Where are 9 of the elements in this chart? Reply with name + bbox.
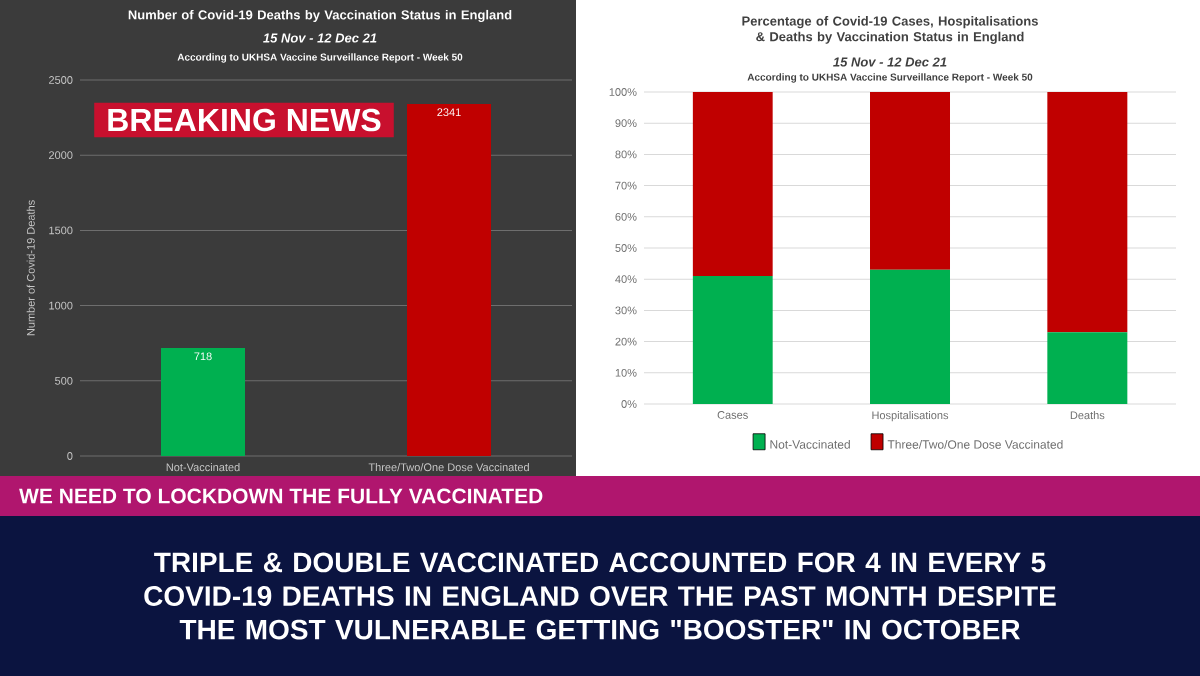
bar <box>870 269 951 404</box>
text: WE NEED TO LOCKDOWN THE FULLY VACCINATED <box>19 488 543 504</box>
bar <box>692 92 773 277</box>
bar <box>870 92 951 270</box>
bar <box>1047 332 1128 404</box>
bar <box>692 276 773 404</box>
text: TRIPLE & DOUBLE VACCINATED ACCOUNTED FOR 4 IN EVERY 5 COVID-19 DEATHS IN ENGLAND OVER THE PAST MONTH DESPITE THE MOST VULNERABLE GETTING "BOOSTER" IN OCTOBER <box>144 552 1056 640</box>
annotation: BREAKING NEWS <box>108 108 381 132</box>
bar <box>1047 92 1128 333</box>
